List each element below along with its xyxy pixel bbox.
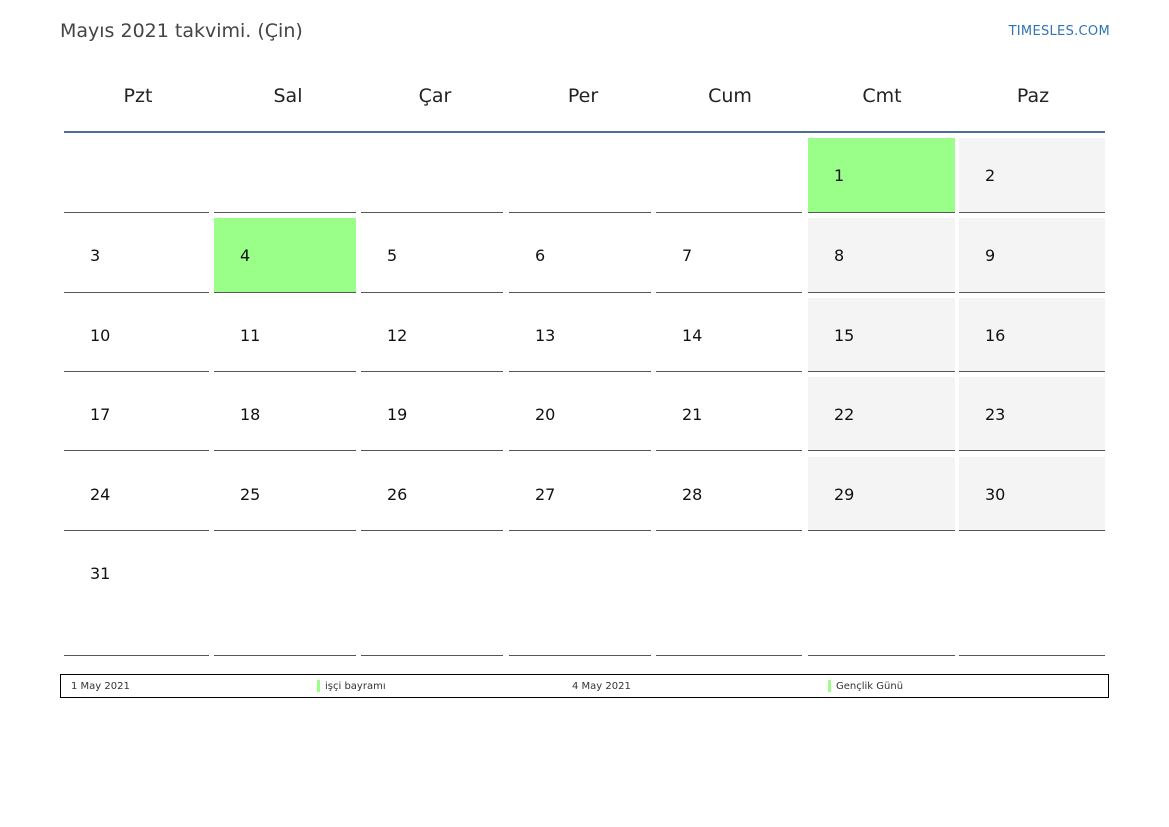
legend-swatch <box>828 680 831 692</box>
weekday-label: Cmt <box>862 85 902 107</box>
empty-day-cell <box>361 536 503 656</box>
legend-holiday-name: Gençlik Günü <box>836 681 904 692</box>
day-cell: 3 <box>64 218 209 293</box>
legend-swatch <box>317 680 320 692</box>
day-cell: 27 <box>509 457 651 531</box>
day-cell: 8 <box>808 218 955 293</box>
day-number: 29 <box>834 485 855 504</box>
empty-day-cell <box>656 138 802 213</box>
day-number: 27 <box>535 485 556 504</box>
day-number: 25 <box>240 485 261 504</box>
day-cell: 15 <box>808 298 955 372</box>
day-cell: 23 <box>959 377 1105 451</box>
day-number: 24 <box>90 485 111 504</box>
day-cell: 20 <box>509 377 651 451</box>
weekday-header-row: Pzt Sal Çar Per Cum Cmt Paz <box>64 85 1105 115</box>
empty-day-cell <box>808 536 955 656</box>
day-cell: 14 <box>656 298 802 372</box>
weekday-label: Paz <box>1016 85 1050 107</box>
day-cell: 4 <box>214 218 356 293</box>
day-number: 19 <box>387 405 408 424</box>
day-cell: 1 <box>808 138 955 213</box>
day-number: 11 <box>240 326 261 345</box>
day-cell: 28 <box>656 457 802 531</box>
day-number: 9 <box>985 246 996 265</box>
empty-day-cell <box>214 536 356 656</box>
weekday-label: Sal <box>273 85 303 107</box>
day-number: 3 <box>90 246 101 265</box>
day-cell: 10 <box>64 298 209 372</box>
empty-day-cell <box>509 536 651 656</box>
empty-day-cell <box>361 138 503 213</box>
day-cell: 18 <box>214 377 356 451</box>
day-cell: 7 <box>656 218 802 293</box>
page-title: Mayıs 2021 takvimi. (Çin) <box>60 20 303 42</box>
legend-holiday-name: işçi bayramı <box>325 681 386 692</box>
day-number: 23 <box>985 405 1006 424</box>
legend-date: 1 May 2021 <box>71 681 130 692</box>
day-number: 13 <box>535 326 556 345</box>
day-cell: 19 <box>361 377 503 451</box>
header-divider <box>64 131 1105 133</box>
day-cell: 31 <box>64 536 209 656</box>
day-cell: 9 <box>959 218 1105 293</box>
day-cell: 5 <box>361 218 503 293</box>
day-number: 2 <box>985 166 996 185</box>
day-cell: 26 <box>361 457 503 531</box>
day-number: 6 <box>535 246 546 265</box>
day-number: 15 <box>834 326 855 345</box>
weekday-label: Çar <box>418 85 452 107</box>
day-cell: 13 <box>509 298 651 372</box>
day-number: 31 <box>90 564 111 583</box>
day-number: 16 <box>985 326 1006 345</box>
day-cell: 21 <box>656 377 802 451</box>
day-number: 18 <box>240 405 261 424</box>
empty-day-cell <box>64 138 209 213</box>
day-cell: 30 <box>959 457 1105 531</box>
day-cell: 6 <box>509 218 651 293</box>
day-number: 10 <box>90 326 111 345</box>
legend-date: 4 May 2021 <box>572 681 631 692</box>
day-number: 21 <box>682 405 703 424</box>
day-cell: 16 <box>959 298 1105 372</box>
day-number: 22 <box>834 405 855 424</box>
weekday-label: Cum <box>708 85 752 107</box>
day-number: 7 <box>682 246 693 265</box>
day-number: 28 <box>682 485 703 504</box>
day-cell: 2 <box>959 138 1105 213</box>
weekday-label: Per <box>567 85 599 107</box>
day-number: 20 <box>535 405 556 424</box>
weekday-label: Pzt <box>123 85 153 107</box>
day-cell: 12 <box>361 298 503 372</box>
day-cell: 11 <box>214 298 356 372</box>
day-cell: 25 <box>214 457 356 531</box>
day-number: 4 <box>240 246 251 265</box>
day-number: 26 <box>387 485 408 504</box>
day-cell: 17 <box>64 377 209 451</box>
empty-day-cell <box>509 138 651 213</box>
empty-day-cell <box>214 138 356 213</box>
day-number: 8 <box>834 246 845 265</box>
empty-day-cell <box>959 536 1105 656</box>
day-number: 30 <box>985 485 1006 504</box>
day-cell: 22 <box>808 377 955 451</box>
holiday-legend: 1 May 2021 işçi bayramı 4 May 2021 Gençl… <box>60 674 1109 698</box>
day-cell: 29 <box>808 457 955 531</box>
brand-link[interactable]: TIMESLES.COM <box>1008 24 1110 39</box>
day-number: 14 <box>682 326 703 345</box>
day-number: 17 <box>90 405 111 424</box>
day-number: 1 <box>834 166 845 185</box>
day-number: 5 <box>387 246 398 265</box>
day-number: 12 <box>387 326 408 345</box>
empty-day-cell <box>656 536 802 656</box>
day-cell: 24 <box>64 457 209 531</box>
